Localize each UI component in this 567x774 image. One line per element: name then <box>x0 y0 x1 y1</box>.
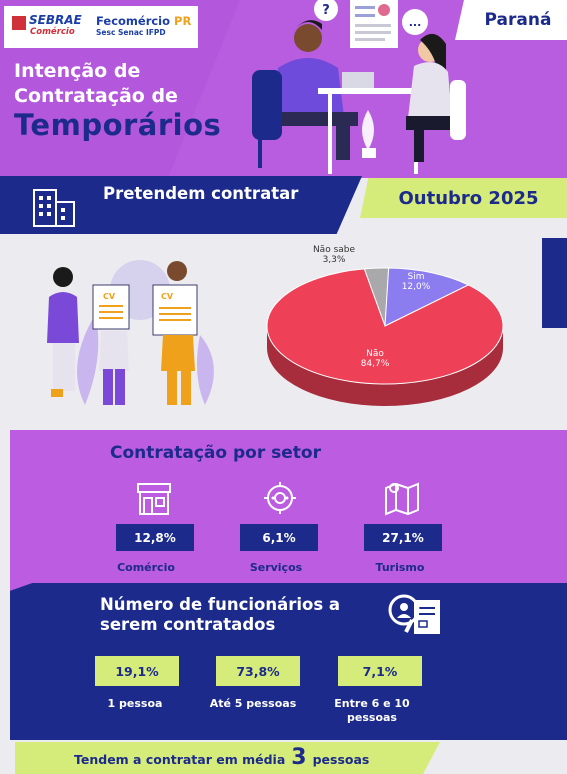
sebrae-logo-icon <box>12 16 26 30</box>
pie-slice-side <box>267 326 503 406</box>
map-icon <box>385 482 419 516</box>
man-figure <box>294 24 322 52</box>
cv-card-icon <box>152 284 198 336</box>
desk <box>318 88 428 94</box>
month-badge: Outubro 2025 <box>360 178 567 218</box>
cv-people-illustration: CV CV <box>47 260 214 405</box>
func-label-ate-5: Até 5 pessoas <box>209 697 297 710</box>
func-value-1-pessoa: 19,1% <box>95 656 179 686</box>
footer-average-number: 3 <box>291 745 307 770</box>
sebrae-logo: SEBRAE Comércio <box>29 13 82 37</box>
search-document-icon <box>388 594 440 634</box>
decorative-tab <box>542 238 567 328</box>
svg-text:?: ? <box>322 3 330 18</box>
footer-bar <box>15 742 440 774</box>
banner-icon-box <box>16 180 94 232</box>
svg-text:CV: CV <box>103 292 116 301</box>
region-badge: Paraná <box>455 0 567 40</box>
setor-title: Contratação por setor <box>110 443 321 463</box>
func-value-6-10: 7,1% <box>338 656 422 686</box>
setor-value-comercio: 12,8% <box>116 524 194 551</box>
logos-box: SEBRAE Comércio Fecomércio PR Sesc Senac… <box>4 6 198 48</box>
func-label-6-10: Entre 6 e 10 pessoas <box>334 697 410 724</box>
page-title: Temporários <box>14 108 222 142</box>
question-bubble-icon <box>314 0 338 21</box>
pie-slice-não <box>266 268 504 385</box>
gears-icon <box>264 482 296 514</box>
dots-bubble-icon <box>402 9 428 35</box>
title-line-2: Contratação de <box>14 85 178 107</box>
func-value-ate-5: 73,8% <box>216 656 300 686</box>
pie-label-nao: Não 84,7% <box>360 349 390 369</box>
func-label-1-pessoa: 1 pessoa <box>107 697 163 710</box>
interview-illustration: ? ... <box>252 0 466 174</box>
pie-label-sim: Sim 12,0% <box>401 272 431 292</box>
buildings-icon <box>16 180 94 232</box>
setor-label-servicos: Serviços <box>249 561 303 574</box>
svg-text:...: ... <box>409 16 422 29</box>
pie-label-nao-sabe: Não sabe 3,3% <box>312 245 356 265</box>
pie-chart <box>266 267 504 406</box>
svg-text:CV: CV <box>161 292 174 301</box>
store-icon <box>137 483 171 515</box>
banner-label: Pretendem contratar <box>103 184 299 203</box>
setor-section <box>10 430 567 610</box>
setor-value-servicos: 6,1% <box>240 524 318 551</box>
footer-text: Tendem a contratar em média 3 pessoas <box>74 745 370 770</box>
fecomercio-logo: Fecomércio PR Sesc Senac IFPD <box>96 14 192 37</box>
pie-slice-sim <box>384 267 470 327</box>
title-line-1: Intenção de <box>14 60 141 82</box>
setor-label-turismo: Turismo <box>375 561 425 574</box>
funcionarios-title: Número de funcionários a serem contratad… <box>100 595 341 634</box>
setor-value-turismo: 27,1% <box>364 524 442 551</box>
setor-label-comercio: Comércio <box>117 561 175 574</box>
